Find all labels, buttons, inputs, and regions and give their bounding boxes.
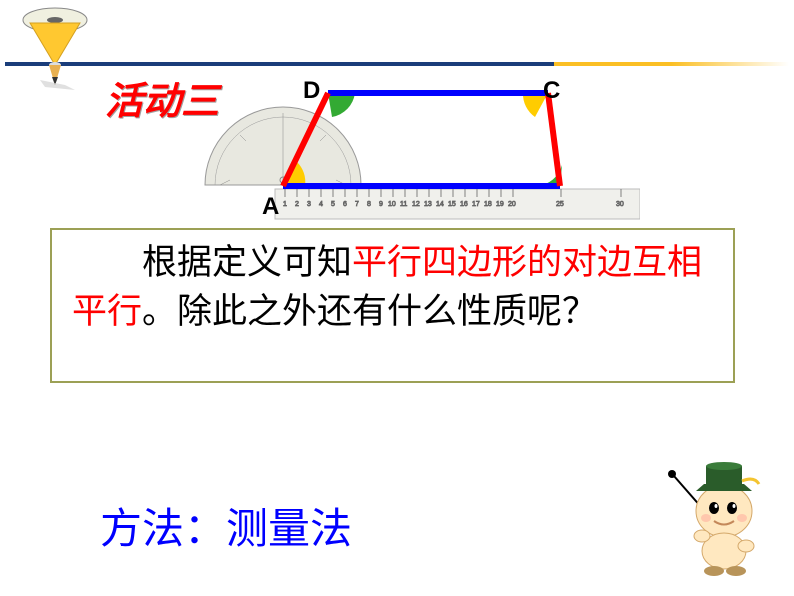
vertex-d-label: D [303, 77, 320, 105]
svg-text:12: 12 [412, 201, 420, 208]
parallelogram-diagram: 1 2 3 4 5 6 7 8 9 10 11 12 13 14 15 16 1… [190, 75, 640, 225]
svg-text:3: 3 [307, 201, 311, 208]
svg-text:4: 4 [319, 201, 323, 208]
protractor-icon [205, 107, 361, 185]
header-divider [5, 62, 789, 66]
angle-d-arc [328, 93, 355, 117]
svg-text:30: 30 [616, 201, 624, 208]
text-part-1: 根据定义可知 [142, 243, 352, 282]
text-part-2: 。除此之外还有什么性质呢？ [142, 292, 597, 331]
cd-pencil-icon [20, 5, 90, 100]
svg-text:13: 13 [424, 201, 432, 208]
svg-text:14: 14 [436, 201, 444, 208]
vertex-c-label: C [543, 77, 560, 105]
svg-text:6: 6 [343, 201, 347, 208]
svg-text:7: 7 [355, 201, 359, 208]
svg-text:15: 15 [448, 201, 456, 208]
svg-text:25: 25 [556, 201, 564, 208]
mascot-icon [654, 456, 774, 576]
method-label: 方法：测量法 [100, 495, 352, 556]
ruler-icon: 1 2 3 4 5 6 7 8 9 10 11 12 13 14 15 16 1… [275, 189, 640, 219]
definition-textbox: 根据定义可知平行四边形的对边互相平行。除此之外还有什么性质呢？ [50, 228, 735, 383]
svg-text:11: 11 [400, 201, 407, 208]
svg-text:2: 2 [295, 201, 299, 208]
svg-text:19: 19 [496, 201, 504, 208]
vertex-a-label: A [262, 193, 279, 221]
svg-text:9: 9 [379, 201, 383, 208]
svg-text:18: 18 [484, 201, 492, 208]
svg-text:1: 1 [283, 201, 287, 208]
svg-text:20: 20 [508, 201, 516, 208]
svg-text:16: 16 [460, 201, 468, 208]
side-bc [548, 93, 560, 186]
svg-text:17: 17 [472, 201, 480, 208]
svg-text:5: 5 [331, 201, 335, 208]
svg-text:8: 8 [367, 201, 371, 208]
svg-text:10: 10 [388, 201, 396, 208]
